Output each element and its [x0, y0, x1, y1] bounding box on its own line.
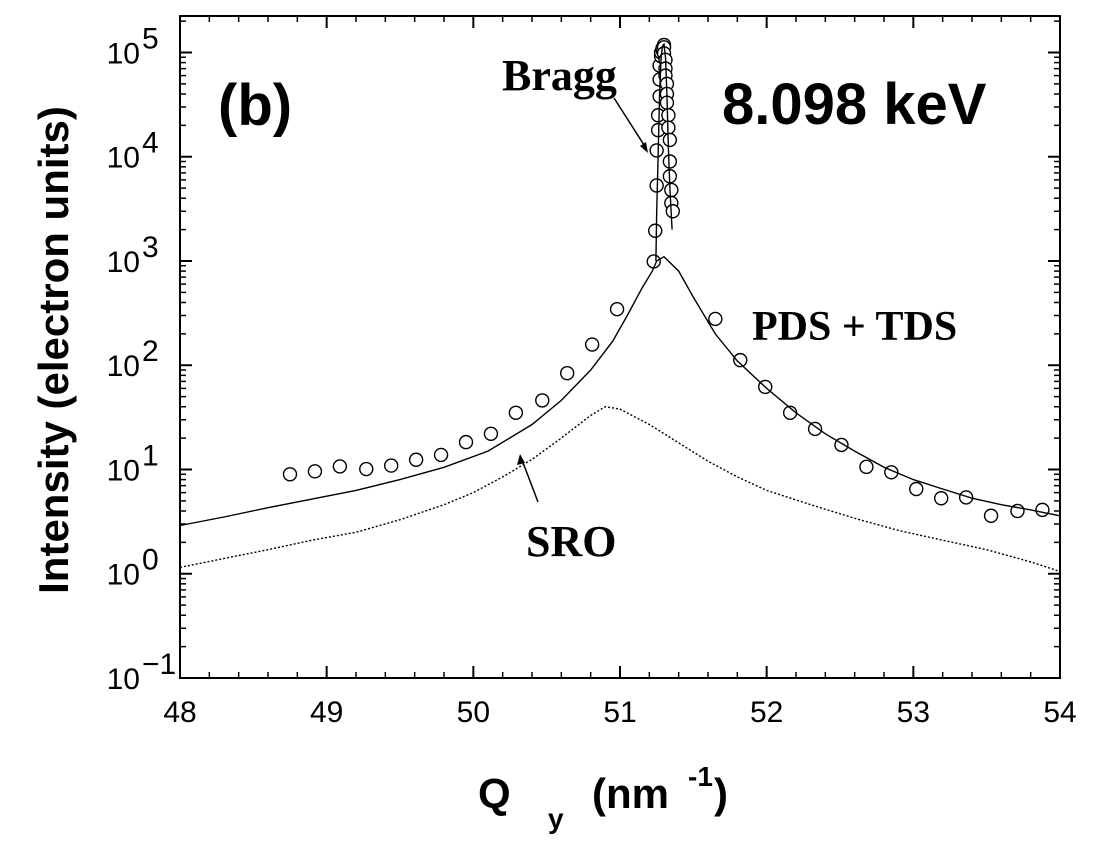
y-tick-label: 10 0 — [107, 544, 159, 592]
data-point — [983, 508, 999, 523]
data-point — [483, 426, 499, 441]
x-tick-label: 53 — [897, 696, 930, 729]
sro-curve — [179, 405, 1061, 573]
data-point — [664, 182, 679, 198]
data-point — [649, 143, 664, 158]
bragg-label: Bragg — [502, 51, 617, 100]
data-point — [508, 405, 524, 420]
energy-label: 8.098 keV — [722, 72, 987, 137]
y-tick-label: 10 5 — [107, 22, 159, 70]
data-point — [909, 481, 924, 497]
x-tick-label: 51 — [603, 696, 636, 729]
pds-tds-label: PDS + TDS — [752, 304, 957, 350]
y-tick-label-exp: 0 — [142, 544, 159, 577]
y-tick-label-exp: 4 — [142, 127, 159, 160]
y-tick-label-base: 10 — [107, 37, 140, 70]
x-tick-label: 52 — [750, 696, 783, 729]
x-tick-labels: 48 49 50 51 52 53 54 — [163, 696, 1076, 729]
x-axis-title-close: ) — [714, 770, 728, 817]
data-point — [384, 458, 399, 473]
x-axis-title-unit: (nm — [592, 770, 669, 817]
y-axis-title: Intensity (electron units) — [30, 106, 77, 594]
y-tick-label: 10 3 — [107, 231, 159, 279]
data-point — [458, 434, 474, 450]
data-point — [584, 337, 600, 352]
axis-ticks — [179, 16, 1061, 679]
y-tick-label-exp: −1 — [142, 648, 176, 681]
data-point — [733, 352, 748, 368]
data-point — [662, 154, 678, 169]
data-point — [535, 393, 550, 408]
data-point — [958, 490, 974, 505]
sro-label: SRO — [526, 517, 616, 566]
y-tick-label: 10 −1 — [107, 648, 177, 696]
series-layer — [179, 37, 1061, 573]
y-tick-label-base: 10 — [107, 559, 140, 592]
y-tick-label: 10 1 — [107, 439, 159, 487]
x-tick-label: 49 — [310, 696, 343, 729]
data-point — [662, 132, 678, 148]
data-point — [359, 461, 374, 477]
y-tick-label-exp: 2 — [142, 335, 159, 368]
x-tick-label: 50 — [457, 696, 490, 729]
y-tick-label-exp: 1 — [142, 439, 159, 472]
data-point — [332, 459, 348, 474]
pds-tds-fit-curve — [179, 255, 1061, 527]
y-tick-label: 10 4 — [107, 127, 159, 175]
data-point — [1035, 502, 1050, 518]
data-point — [859, 459, 874, 475]
y-tick-label-base: 10 — [107, 246, 140, 279]
sro-arrow — [517, 454, 539, 503]
bragg-fit-curve — [655, 42, 673, 262]
y-tick-label-base: 10 — [107, 350, 140, 383]
data-point — [307, 464, 323, 479]
y-tick-label-base: 10 — [107, 663, 140, 696]
data-point — [433, 447, 449, 463]
bragg-arrow — [613, 97, 648, 153]
x-tick-label: 48 — [163, 696, 196, 729]
data-point — [648, 223, 663, 238]
y-tick-label-base: 10 — [107, 142, 140, 175]
data-point — [934, 491, 949, 506]
data-point — [807, 421, 823, 437]
y-tick-label: 10 2 — [107, 335, 159, 383]
data-point — [408, 452, 424, 467]
data-point — [646, 254, 661, 269]
y-tick-label-base: 10 — [107, 454, 140, 487]
data-point — [560, 365, 575, 381]
data-point — [665, 204, 680, 219]
x-axis-title-sub: y — [548, 803, 564, 834]
data-point — [609, 301, 625, 317]
y-tick-label-exp: 3 — [142, 231, 159, 264]
data-point — [661, 108, 676, 123]
data-point — [282, 467, 298, 482]
data-point — [708, 311, 723, 327]
x-axis-title-exp: -1 — [688, 761, 713, 792]
x-axis-title-main: Q — [478, 770, 511, 817]
panel-label: (b) — [218, 73, 292, 138]
y-tick-label-exp: 5 — [142, 22, 159, 55]
x-tick-label: 54 — [1043, 696, 1076, 729]
x-axis-title: Q y (nm -1 ) — [478, 761, 728, 834]
